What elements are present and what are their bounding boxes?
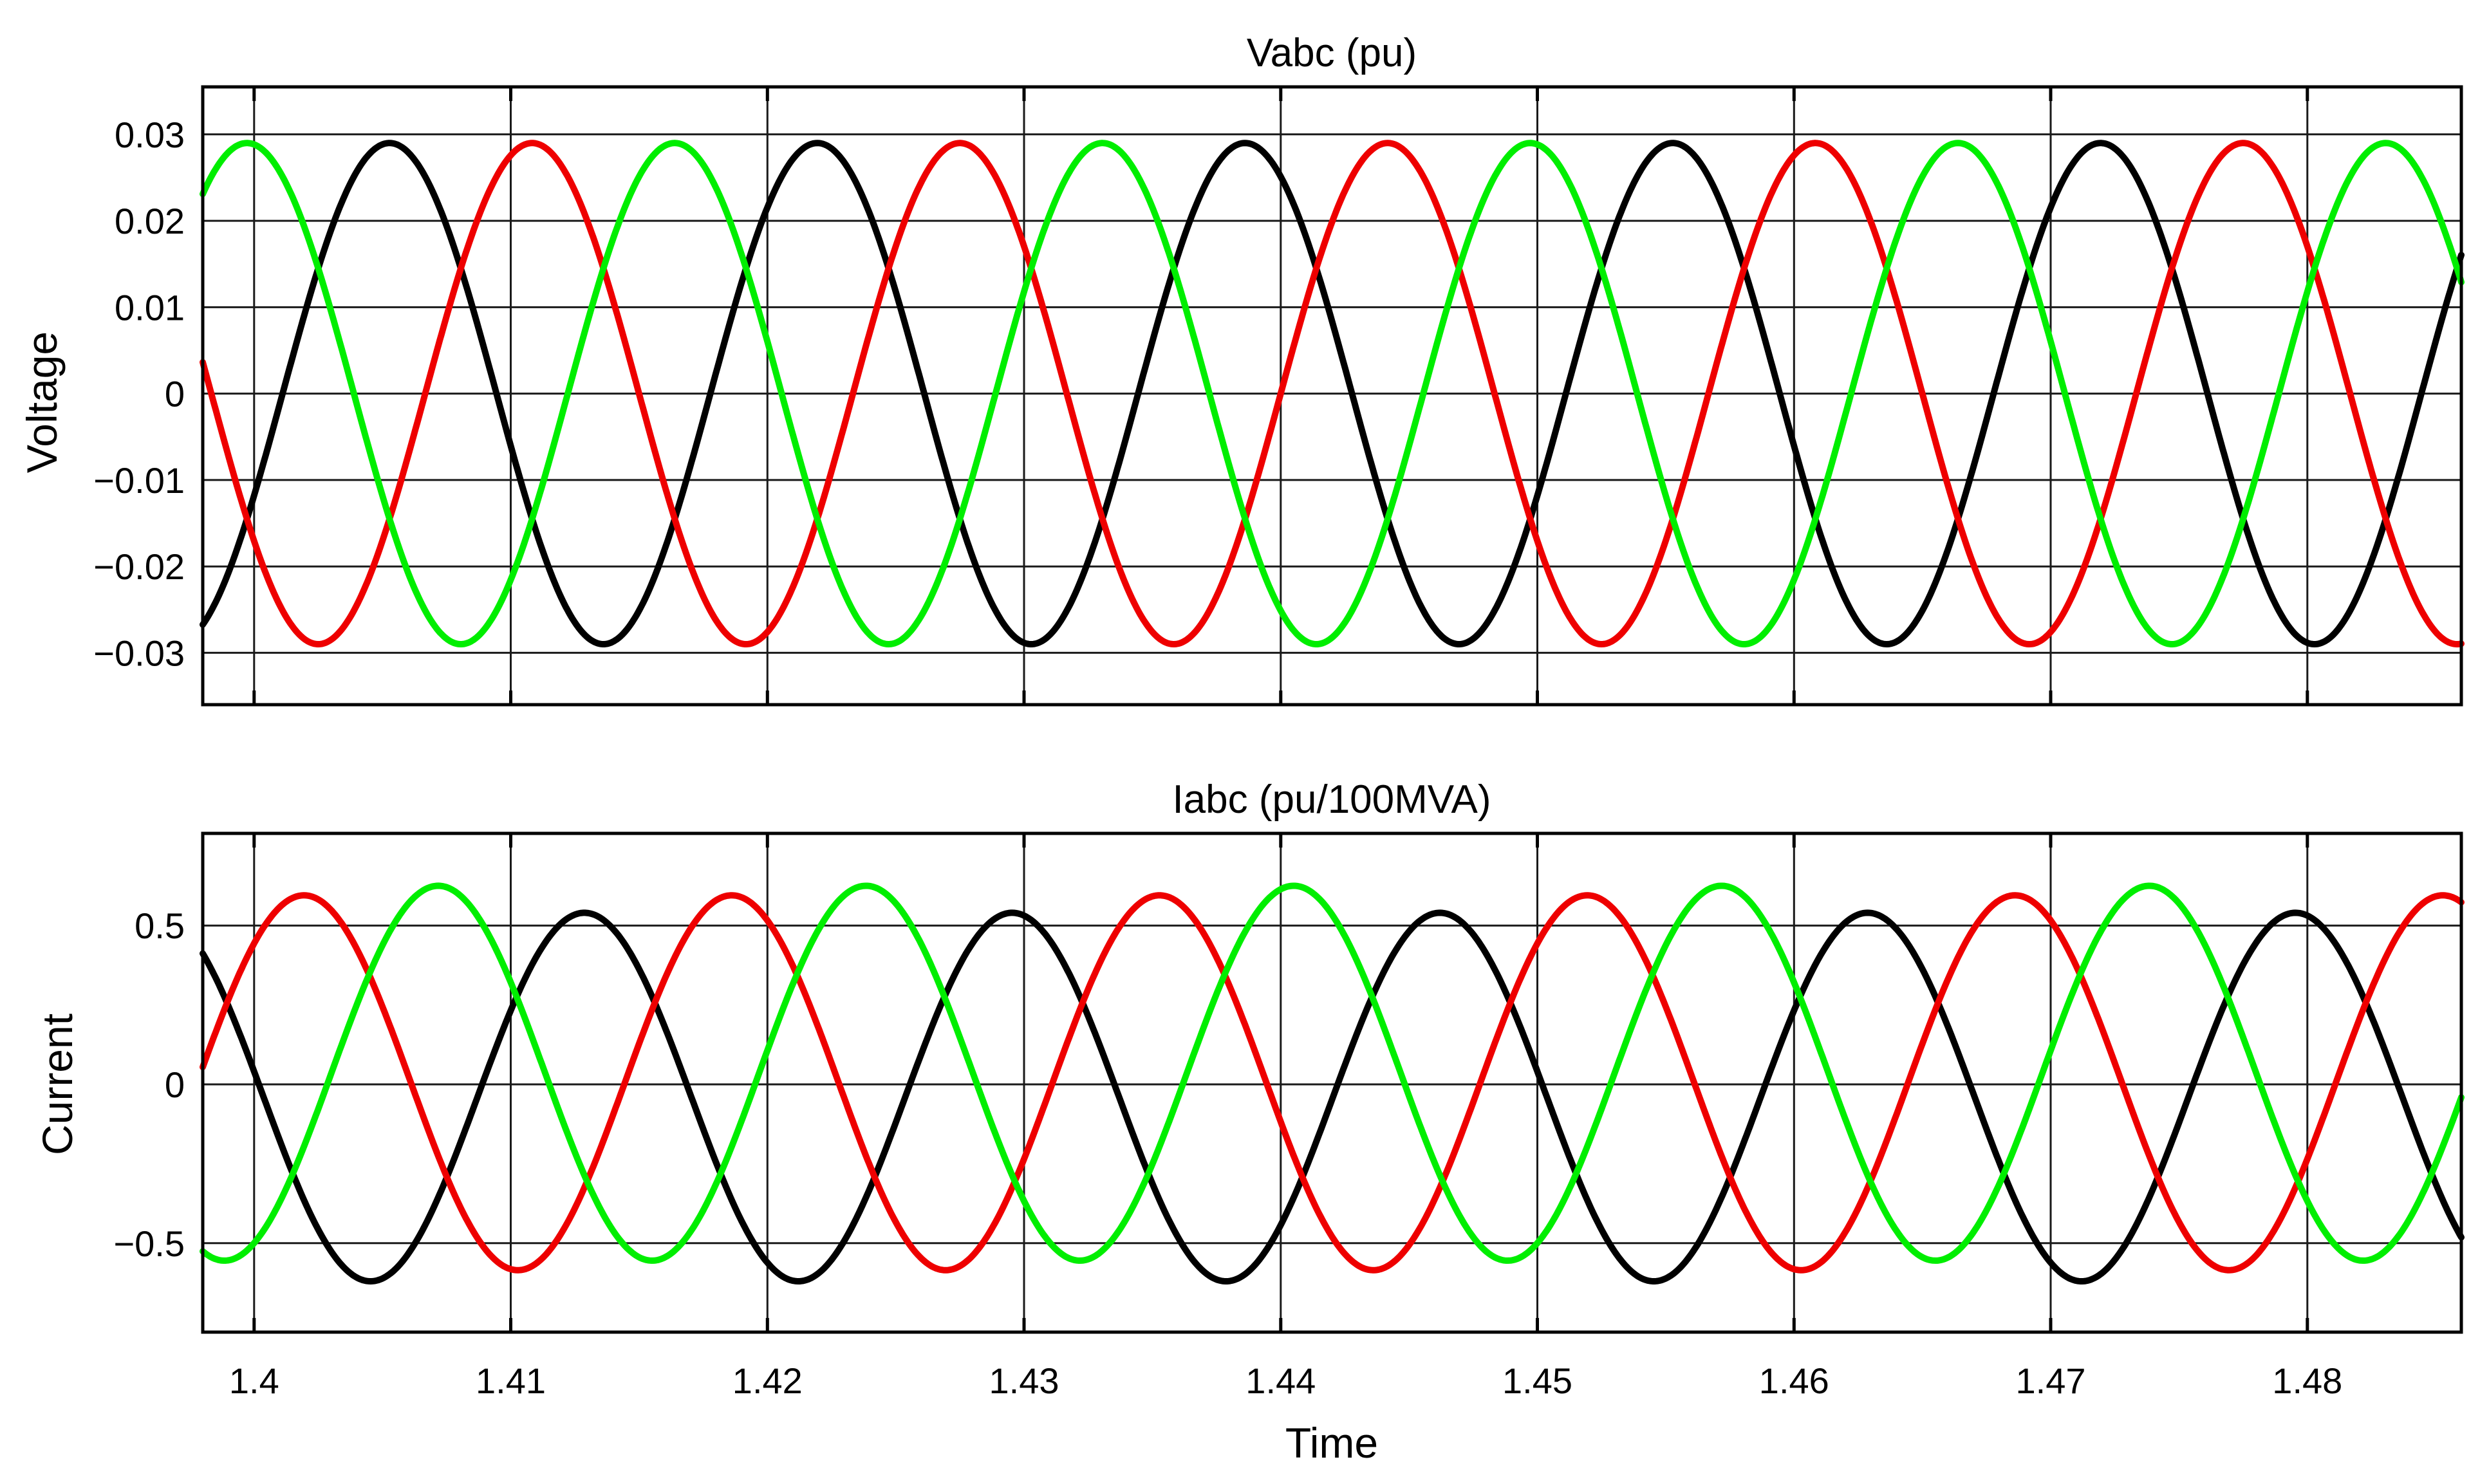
voltage-y-label: Voltage <box>18 331 66 473</box>
time-x-label: Time <box>1285 1419 1378 1467</box>
voltage-panel: Vabc (pu) Voltage −0.03 −0.02 −0.01 0 0.01 0.… <box>18 31 2465 707</box>
current-x-ticks: 1.4 1.41 1.42 1.43 1.44 1.45 1.46 1.47 1.48 <box>229 833 2342 1401</box>
phase-a-line <box>200 909 2465 1285</box>
current-title: Iabc (pu/100MVA) <box>1172 777 1491 822</box>
current-plot-frame <box>201 831 2463 1334</box>
x-tick-label: 1.44 <box>1245 1360 1316 1401</box>
y-tick-label: −0.03 <box>93 633 185 673</box>
voltage-grid <box>203 87 2461 705</box>
phase-c-line <box>200 882 2465 1264</box>
x-tick-label: 1.47 <box>2016 1360 2086 1401</box>
current-y-ticks: −0.5 0 0.5 <box>113 905 185 1264</box>
y-tick-label: 0.01 <box>115 287 185 328</box>
x-tick-label: 1.45 <box>1502 1360 1572 1401</box>
y-tick-label: −0.5 <box>113 1223 185 1264</box>
voltage-y-ticks: −0.03 −0.02 −0.01 0 0.01 0.02 0.03 <box>93 115 185 674</box>
phase-b-line <box>200 140 2465 647</box>
x-tick-label: 1.46 <box>1759 1360 1829 1401</box>
voltage-title: Vabc (pu) <box>1247 31 1417 75</box>
voltage-plot-frame <box>201 85 2463 707</box>
y-tick-label: 0 <box>165 374 185 414</box>
phase-c-line <box>200 140 2465 647</box>
y-tick-label: 0.02 <box>115 201 185 241</box>
y-tick-label: 0.03 <box>115 115 185 155</box>
x-tick-label: 1.4 <box>229 1360 279 1401</box>
x-tick-label: 1.42 <box>732 1360 803 1401</box>
y-tick-label: −0.01 <box>93 460 185 501</box>
y-tick-label: 0.5 <box>135 905 185 946</box>
phase-a-line <box>200 140 2465 647</box>
current-grid <box>203 833 2461 1332</box>
current-series <box>200 882 2465 1285</box>
current-panel: Iabc (pu/100MVA) Current 1.4 1.41 1.42 1.43… <box>33 777 2465 1467</box>
y-tick-label: −0.02 <box>93 546 185 587</box>
voltage-series <box>200 140 2465 647</box>
x-tick-label: 1.41 <box>476 1360 546 1401</box>
y-tick-label: 0 <box>165 1064 185 1105</box>
phase-b-line <box>200 892 2465 1274</box>
current-y-label: Current <box>33 1014 81 1155</box>
x-tick-label: 1.43 <box>989 1360 1059 1401</box>
voltage-x-tickmarks <box>252 87 2309 705</box>
x-tick-label: 1.48 <box>2272 1360 2342 1401</box>
